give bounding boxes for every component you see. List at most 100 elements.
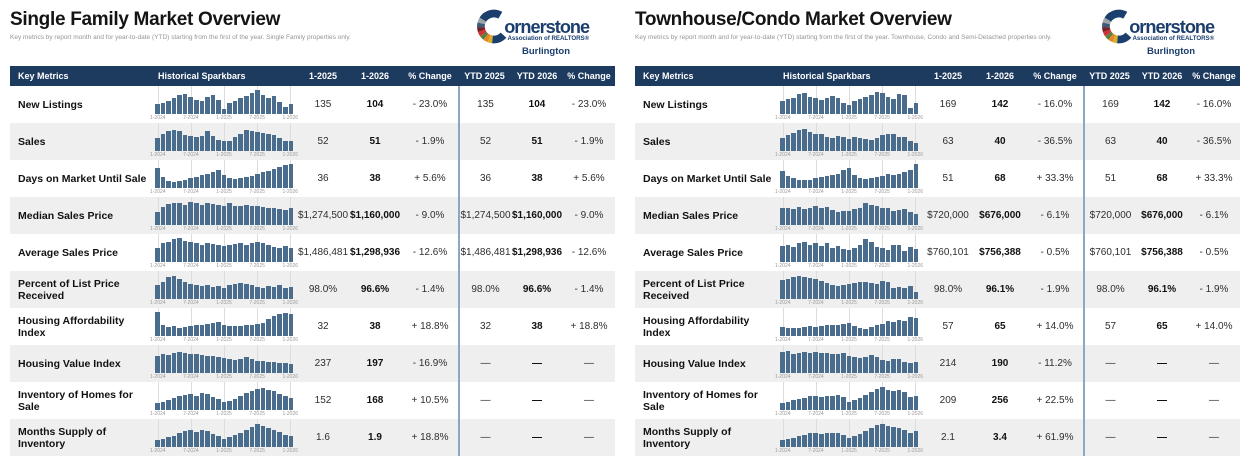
spark-bar xyxy=(210,356,216,373)
value-month-change: - 36.5% xyxy=(1037,136,1073,147)
metric-label: Percent of List Price Received xyxy=(643,277,745,302)
spark-bar xyxy=(160,401,166,410)
spark-axis-label: 7-2025 xyxy=(874,337,890,343)
spark-gridline xyxy=(157,86,159,115)
spark-bar xyxy=(160,438,166,447)
spark-bar xyxy=(813,205,818,225)
spark-bar xyxy=(277,166,282,188)
spark-bar xyxy=(260,322,266,336)
value-ytd-2025: 169 xyxy=(1083,86,1136,123)
spark-bar xyxy=(160,134,166,151)
value-ytd-change: - 36.5% xyxy=(1196,136,1232,147)
spark-bar xyxy=(188,284,193,299)
spark-bar xyxy=(896,94,902,114)
value-month-2026: 40 xyxy=(994,136,1006,147)
cornerstone-logo: ornerstone Association of REALTORS® xyxy=(1102,9,1216,44)
table-row: Housing Value Index 1-2024 7-2024 1-2025 7-… xyxy=(635,345,1240,382)
spark-bar xyxy=(780,440,785,447)
spark-bar xyxy=(182,431,188,447)
spark-bar xyxy=(205,202,210,225)
value-ytd-2026: 68 xyxy=(1156,173,1168,184)
value-ytd-2026: — xyxy=(1157,395,1167,406)
spark-bar xyxy=(857,433,863,447)
logo-tagline: Association of REALTORS® xyxy=(507,35,589,42)
spark-gridline xyxy=(915,345,917,374)
spark-bar xyxy=(182,282,188,299)
spark-bar xyxy=(277,432,282,447)
spark-gridline xyxy=(849,234,850,263)
spark-bar xyxy=(885,389,891,410)
spark-axis-label: 1-2026 xyxy=(907,263,924,269)
spark-bar xyxy=(841,210,846,225)
value-month-2025: 152 xyxy=(314,395,332,406)
spark-bar xyxy=(841,353,846,373)
title-block: Townhouse/Condo Market Overview Key metr… xyxy=(635,9,1052,64)
spark-bar xyxy=(266,245,271,262)
spark-axis-label: 7-2024 xyxy=(808,374,824,380)
spark-bar xyxy=(880,324,885,336)
spark-bar xyxy=(885,97,891,114)
spark-bar xyxy=(863,281,868,299)
spark-bar xyxy=(160,103,166,114)
col-ytd-2025: YTD 2025 xyxy=(464,71,505,81)
spark-bar xyxy=(824,207,830,225)
spark-bar xyxy=(885,174,891,188)
spark-bar xyxy=(160,281,166,299)
sparkbar-axis: 1-2024 7-2024 1-2025 7-2025 1-2026 xyxy=(150,448,298,454)
spark-axis-label: 1-2026 xyxy=(282,189,299,195)
spark-bar xyxy=(880,175,885,188)
sparkbar-axis: 1-2024 7-2024 1-2025 7-2025 1-2026 xyxy=(775,152,923,158)
spark-bar xyxy=(271,287,277,299)
spark-axis-label: 1-2025 xyxy=(841,263,857,269)
metric-label: Median Sales Price xyxy=(18,209,114,222)
spark-bar xyxy=(244,96,249,114)
spark-bar xyxy=(830,353,835,373)
spark-axis-label: 7-2024 xyxy=(183,263,199,269)
value-month-2025: 57 xyxy=(942,321,954,332)
spark-bar xyxy=(780,100,785,114)
value-month-2026: 3.4 xyxy=(993,432,1007,443)
spark-bar xyxy=(255,173,260,188)
sparkbar-bars xyxy=(780,127,919,151)
spark-bar xyxy=(857,397,863,410)
value-ytd-change: + 14.0% xyxy=(1195,321,1233,332)
spark-axis-label: 1-2025 xyxy=(216,115,232,121)
value-ytd-2025: — xyxy=(458,419,511,456)
spark-bar xyxy=(288,436,294,447)
spark-axis-label: 7-2024 xyxy=(808,411,824,417)
spark-bar xyxy=(807,96,813,114)
spark-bar xyxy=(205,173,210,188)
spark-axis-label: 1-2024 xyxy=(774,448,791,454)
spark-bar xyxy=(780,326,785,336)
metric-label: Average Sales Price xyxy=(643,246,744,259)
spark-gridline xyxy=(157,123,159,152)
spark-bar xyxy=(852,436,857,447)
value-ytd-2025: 32 xyxy=(458,308,511,345)
spark-bar xyxy=(830,395,835,410)
spark-bar xyxy=(227,285,232,299)
value-ytd-2025: — xyxy=(1083,419,1136,456)
spark-bar xyxy=(260,133,266,151)
spark-bar xyxy=(891,288,896,299)
spark-axis-label: 1-2024 xyxy=(149,152,166,158)
spark-bar xyxy=(221,109,227,114)
sparkbar-area: 1-2024 7-2024 1-2025 7-2025 1-2026 xyxy=(775,234,923,269)
spark-bar xyxy=(227,325,232,336)
metric-label: Inventory of Homes for Sale xyxy=(643,388,758,413)
value-ytd-change: - 1.4% xyxy=(574,284,604,295)
metric-label: Median Sales Price xyxy=(643,209,739,222)
spark-bar xyxy=(785,244,791,262)
value-month-2026: 68 xyxy=(994,173,1006,184)
spark-bar xyxy=(785,350,791,373)
spark-bar xyxy=(216,100,221,114)
sparkbar-chart: 1-2024 7-2024 1-2025 7-2025 1-2026 xyxy=(150,308,298,343)
spark-bar xyxy=(255,241,260,262)
spark-bar xyxy=(271,96,277,114)
spark-bar xyxy=(221,439,227,447)
spark-bar xyxy=(874,388,880,410)
spark-bar xyxy=(182,204,188,225)
spark-bar xyxy=(271,208,277,225)
spark-axis-label: 1-2024 xyxy=(149,189,166,195)
spark-bar xyxy=(199,174,205,188)
value-month-2026: 65 xyxy=(994,321,1006,332)
